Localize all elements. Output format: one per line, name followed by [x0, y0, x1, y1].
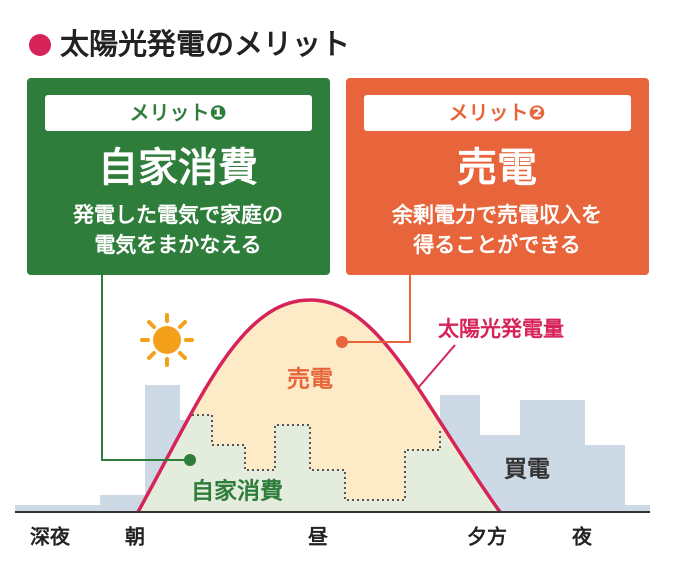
connector: [342, 275, 411, 343]
card-title: 売電: [457, 145, 537, 191]
badge: [364, 95, 631, 131]
self-label: 自家消費: [191, 478, 283, 505]
self-area: [138, 415, 500, 512]
connector: [101, 275, 190, 461]
time-label: 昼: [308, 525, 328, 549]
badge-text: メリット❶: [130, 101, 227, 125]
time-label: 深夜: [30, 525, 71, 549]
badge: [45, 95, 312, 131]
card-text: 発電した電気で家庭の: [72, 203, 283, 227]
card-title: 自家消費: [98, 145, 258, 191]
time-label: 夜: [571, 525, 593, 549]
page-title: 太陽光発電のメリット: [60, 27, 350, 61]
leader-line: [417, 344, 456, 389]
time-label: 朝: [125, 525, 145, 549]
moon-icon: [548, 360, 582, 396]
card-text: 得ることができる: [412, 233, 581, 257]
buy-label: 買電: [504, 457, 550, 483]
curve-label: 太陽光発電量: [438, 317, 564, 341]
card-text: 余剰電力で売電収入を: [391, 203, 602, 227]
time-label: 夕方: [467, 525, 507, 549]
generation-curve: [136, 298, 502, 514]
badge-text: メリット❷: [449, 101, 546, 125]
sell-label: 売電: [287, 367, 333, 393]
sun-icon: [140, 313, 194, 367]
connector-dot: [184, 454, 196, 466]
connector-dot: [336, 336, 348, 348]
self-outline: [192, 414, 441, 501]
title-dot: [29, 34, 51, 56]
card-text: 電気をまかなえる: [94, 233, 261, 257]
